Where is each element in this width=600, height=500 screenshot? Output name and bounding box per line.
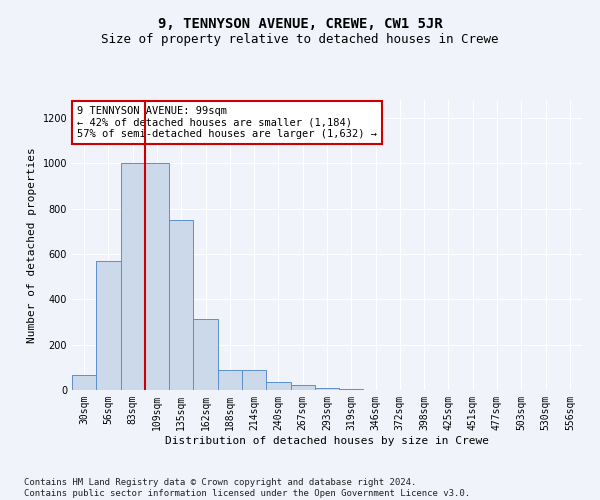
Bar xyxy=(266,382,290,390)
X-axis label: Distribution of detached houses by size in Crewe: Distribution of detached houses by size … xyxy=(165,436,489,446)
Text: Contains HM Land Registry data © Crown copyright and database right 2024.
Contai: Contains HM Land Registry data © Crown c… xyxy=(24,478,470,498)
Bar xyxy=(96,261,121,390)
Text: 9, TENNYSON AVENUE, CREWE, CW1 5JR: 9, TENNYSON AVENUE, CREWE, CW1 5JR xyxy=(158,18,442,32)
Bar xyxy=(218,370,242,390)
Bar xyxy=(242,370,266,390)
Text: Size of property relative to detached houses in Crewe: Size of property relative to detached ho… xyxy=(101,32,499,46)
Bar xyxy=(72,376,96,390)
Bar xyxy=(315,388,339,390)
Y-axis label: Number of detached properties: Number of detached properties xyxy=(27,147,37,343)
Bar xyxy=(121,164,145,390)
Bar xyxy=(290,386,315,390)
Text: 9 TENNYSON AVENUE: 99sqm
← 42% of detached houses are smaller (1,184)
57% of sem: 9 TENNYSON AVENUE: 99sqm ← 42% of detach… xyxy=(77,106,377,139)
Bar xyxy=(145,164,169,390)
Bar xyxy=(169,220,193,390)
Bar xyxy=(193,318,218,390)
Bar xyxy=(339,389,364,390)
